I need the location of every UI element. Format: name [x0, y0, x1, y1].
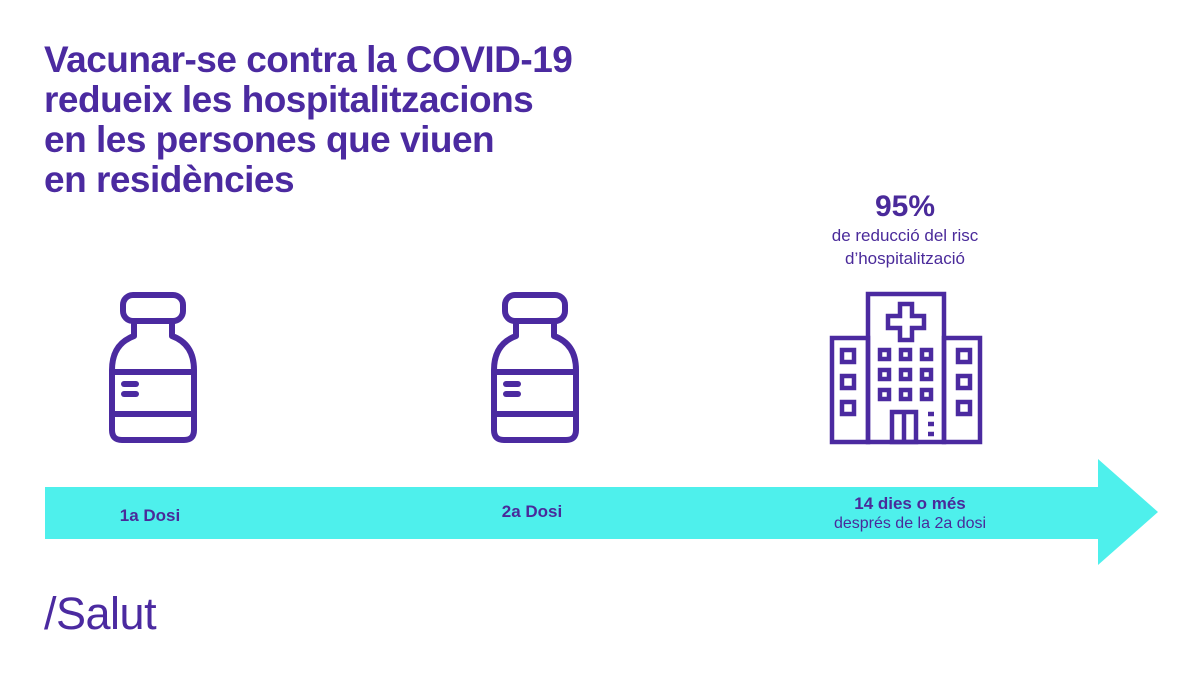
- title-line: en les persones que viuen: [44, 119, 495, 160]
- stat-value: 95%: [874, 190, 936, 223]
- after-sub-label: després de la 2a dosi: [833, 515, 987, 532]
- after-second-dose-label: 14 dies o més després de la 2a dosi: [790, 493, 1030, 533]
- vaccine-vial-icon: [109, 292, 197, 443]
- timeline-arrow: [45, 459, 1158, 565]
- title-line: Vacunar-se contra la COVID-19: [44, 39, 573, 80]
- second-dose-label: 2a Dosi: [501, 502, 563, 521]
- stat-description-line: d’hospitalització: [844, 249, 965, 268]
- vaccine-vial-icon: [491, 292, 579, 443]
- title-line: redueix les hospitalitzacions: [44, 79, 534, 120]
- reduction-stat: 95% de reducció del risc d’hospitalitzac…: [780, 190, 1030, 270]
- page-title: Vacunar-se contra la COVID-19 redueix le…: [44, 40, 684, 200]
- brand-logo: /Salut: [44, 588, 157, 639]
- first-dose-label: 1a Dosi: [119, 506, 181, 525]
- stat-description-line: de reducció del risc: [831, 226, 979, 245]
- hospital-icon: [829, 291, 983, 445]
- title-line: en residències: [44, 159, 295, 200]
- after-main-label: 14 dies o més: [854, 494, 966, 513]
